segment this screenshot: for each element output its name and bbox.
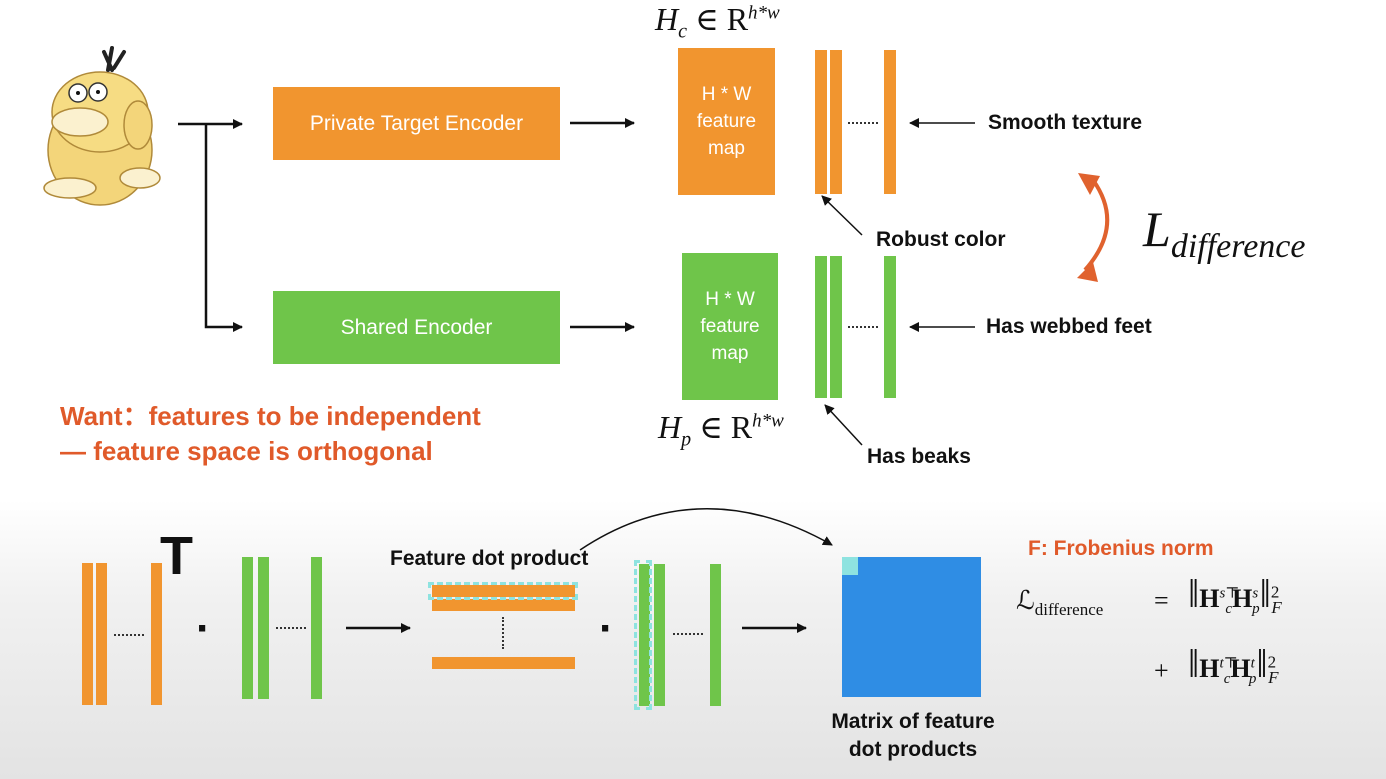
bottom-panel-background: [0, 500, 1386, 779]
shared-feature-vector: [830, 256, 842, 398]
highlight-column-box: [634, 560, 652, 710]
loss-equation: ℒdifference = ‖Hs⊤cHsp‖2F + ‖Ht⊤cHtp‖2F: [1016, 570, 1356, 700]
horizontal-feature-row: [432, 585, 575, 597]
ellipsis-dots: [848, 122, 878, 124]
annotation-smooth-texture: Smooth texture: [988, 111, 1143, 134]
feature-dot-product-label: Feature dot product: [390, 547, 589, 570]
matrix-label-line2: dot products: [848, 738, 978, 761]
private-feature-map: H * W feature map: [678, 48, 775, 195]
shared-encoder-label: Shared Encoder: [340, 315, 493, 339]
private-target-encoder: Private Target Encoder: [273, 87, 560, 160]
matrix-label: Matrix of feature dot products: [818, 708, 1008, 764]
loss-difference-label: Ldifference: [1143, 201, 1306, 265]
equation-term2: ‖Ht⊤cHtp‖2F: [1188, 641, 1279, 688]
matrix-highlight-cell: [842, 557, 858, 575]
matrix-label-line1: Matrix of feature: [831, 710, 995, 733]
feature-map-line3: map: [708, 138, 745, 159]
dot-operator: ·: [599, 604, 614, 653]
dot-operator: ·: [196, 604, 211, 653]
loss-double-arrow: [1083, 178, 1110, 272]
ellipsis-dots: [114, 634, 144, 636]
ellipsis-dots: [673, 633, 703, 635]
feature-map-line3: map: [711, 343, 749, 364]
shared-encoder: Shared Encoder: [273, 291, 560, 364]
horizontal-feature-row: [432, 657, 575, 669]
arrow-to-shared-encoder: [204, 124, 243, 332]
green-feature-vector: [654, 564, 665, 706]
psyduck-image: [43, 46, 161, 206]
shared-feature-map: H * W feature map: [682, 253, 778, 400]
transposed-feature-vector: [82, 563, 93, 705]
private-feature-vector: [884, 50, 896, 194]
want-line2: — feature space is orthogonal: [60, 436, 433, 466]
equation-lhs: ℒdifference: [1016, 586, 1104, 620]
want-line1: Want：features to be independent: [60, 401, 481, 431]
feature-map-line2: feature: [696, 111, 757, 132]
annotation-robust-color: Robust color: [876, 228, 1006, 251]
green-feature-vector: [710, 564, 721, 706]
feature-map-line2: feature: [700, 316, 760, 337]
arrow-robust-color: [821, 195, 863, 236]
transpose-symbol: T: [160, 526, 193, 586]
hp-math-label: Hp ∈ Rh*w: [658, 409, 784, 451]
private-feature-vector: [830, 50, 842, 194]
shared-feature-vector: [815, 256, 827, 398]
horizontal-feature-row: [432, 599, 575, 611]
equation-plus: +: [1154, 656, 1169, 685]
frobenius-title: F: Frobenius norm: [1028, 537, 1214, 560]
transposed-feature-vector: [151, 563, 162, 705]
annotation-has-webbed-feet: Has webbed feet: [986, 315, 1152, 338]
transposed-feature-vector: [96, 563, 107, 705]
vertical-ellipsis: [502, 617, 504, 649]
annotation-has-beaks: Has beaks: [867, 445, 971, 468]
equation-equals: =: [1154, 586, 1169, 615]
ellipsis-dots: [848, 326, 878, 328]
arrow-dot-to-matrix-cell: [579, 507, 833, 551]
ellipsis-dots: [276, 627, 306, 629]
shared-feature-vector: [884, 256, 896, 398]
green-feature-vector: [311, 557, 322, 699]
feature-dot-product-matrix: [842, 557, 981, 697]
arrow-has-beaks: [824, 404, 863, 446]
green-feature-vector: [242, 557, 253, 699]
equation-term1: ‖Hs⊤cHsp‖2F: [1188, 571, 1282, 618]
private-encoder-label: Private Target Encoder: [309, 111, 524, 135]
hc-math-label: Hc ∈ Rh*w: [655, 1, 780, 43]
feature-map-line1: H * W: [701, 84, 752, 105]
feature-map-line1: H * W: [705, 289, 755, 310]
green-feature-vector: [639, 564, 650, 706]
highlight-row-box: [428, 582, 578, 600]
private-feature-vector: [815, 50, 827, 194]
green-feature-vector: [258, 557, 269, 699]
